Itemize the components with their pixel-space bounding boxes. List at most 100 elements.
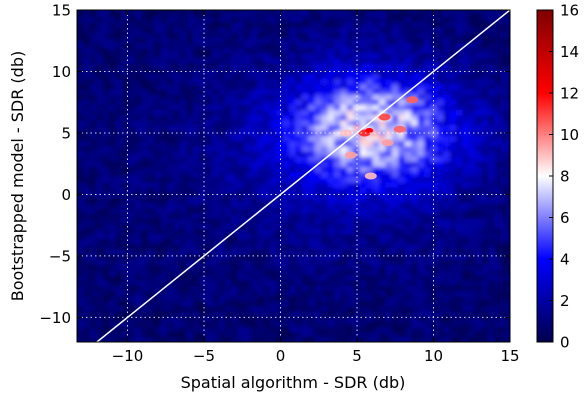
density-cell (308, 311, 316, 317)
density-cell (83, 52, 91, 59)
density-cell (160, 88, 168, 95)
density-cell (244, 73, 252, 80)
density-cell (385, 336, 393, 342)
density-cell (372, 228, 380, 235)
density-cell (507, 238, 510, 245)
density-cell (102, 336, 110, 342)
density-cell (456, 125, 464, 131)
density-cell (391, 88, 399, 95)
density-cell (346, 233, 354, 240)
density-cell (102, 99, 110, 106)
density-cell (494, 145, 502, 152)
density-cell (205, 37, 213, 44)
density-cell (411, 321, 419, 328)
density-cell (289, 197, 297, 204)
density-cell (346, 259, 354, 266)
density-cell (501, 78, 509, 85)
density-cell (334, 238, 342, 245)
density-cell (89, 228, 97, 235)
density-cell (244, 285, 252, 291)
density-cell (96, 156, 104, 162)
density-cell (295, 202, 303, 209)
density-cell (443, 11, 451, 18)
density-cell (269, 207, 277, 214)
density-cell (218, 218, 226, 224)
density-cell (398, 336, 406, 342)
density-cell (462, 311, 470, 317)
density-cell (89, 254, 97, 260)
density-cell (379, 259, 387, 266)
density-cell (379, 10, 387, 13)
density-cell (160, 140, 168, 147)
density-cell (411, 243, 419, 250)
density-cell (430, 285, 438, 291)
density-cell (404, 57, 412, 64)
density-cell (308, 26, 316, 33)
density-cell (121, 238, 130, 245)
density-cell (109, 223, 117, 229)
density-cell (269, 88, 277, 95)
density-cell (141, 285, 149, 291)
density-cell (224, 259, 232, 266)
density-cell (469, 83, 477, 90)
density-cell (301, 321, 309, 328)
density-cell (321, 104, 329, 111)
density-cell (121, 223, 130, 229)
density-cell (154, 331, 162, 338)
density-cell (391, 156, 399, 162)
density-cell (250, 150, 258, 157)
density-cell (462, 94, 470, 100)
density-cell (488, 119, 496, 126)
density-cell (456, 176, 464, 183)
density-cell (456, 99, 464, 106)
density-cell (276, 228, 284, 235)
density-cell (269, 150, 277, 157)
density-cell (128, 274, 136, 281)
density-cell (372, 94, 380, 100)
density-cell (366, 264, 374, 271)
density-cell (359, 57, 367, 64)
density-cell (141, 73, 149, 80)
density-cell (327, 181, 335, 188)
density-cell (308, 161, 316, 167)
density-cell (417, 94, 425, 100)
density-cell (263, 145, 271, 152)
density-cell (83, 187, 91, 193)
density-cell (205, 316, 213, 322)
density-cell (141, 78, 149, 85)
density-cell (443, 94, 451, 100)
density-cell (134, 243, 142, 250)
density-cell (166, 21, 174, 28)
density-cell (417, 274, 425, 281)
density-cell (436, 156, 444, 162)
density-cell (353, 269, 361, 276)
density-cell (231, 336, 239, 342)
density-cell (372, 181, 380, 188)
density-cell (366, 26, 374, 33)
density-cell (308, 73, 316, 80)
density-cell (192, 316, 200, 322)
density-cell (96, 192, 104, 198)
density-cell (314, 300, 322, 307)
density-cell (147, 52, 155, 59)
density-cell (501, 140, 509, 147)
density-cell (327, 114, 335, 121)
density-cell (436, 311, 444, 317)
density-cell (334, 181, 342, 188)
density-cell (430, 280, 438, 286)
density-cell (179, 274, 187, 281)
density-cell (411, 109, 419, 116)
density-cell (289, 119, 297, 126)
density-cell (411, 305, 419, 312)
density-cell (359, 300, 367, 307)
density-cell (154, 228, 162, 235)
density-cell (250, 249, 258, 255)
density-cell (205, 109, 213, 116)
density-cell (391, 316, 399, 322)
density-cell (237, 212, 245, 219)
density-cell (289, 73, 297, 80)
density-cell (211, 269, 219, 276)
density-cell (250, 83, 258, 90)
density-cell (269, 42, 277, 49)
density-cell (417, 73, 425, 80)
